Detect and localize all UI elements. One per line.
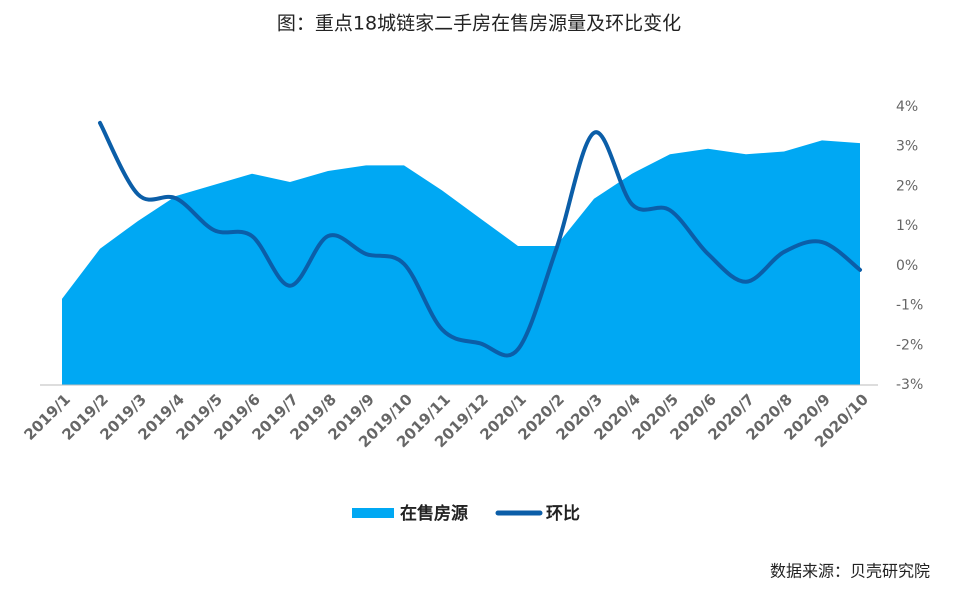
chart-title: 图：重点18城链家二手房在售房源量及环比变化 — [277, 13, 681, 35]
legend-label: 在售房源 — [400, 503, 468, 524]
legend-swatch — [352, 508, 394, 518]
legend-label: 环比 — [546, 503, 580, 524]
y2-tick-label: -1% — [896, 298, 923, 314]
y2-tick-label: -2% — [896, 337, 923, 353]
y2-tick-label: -3% — [896, 377, 923, 393]
y2-tick-label: 0% — [896, 258, 918, 274]
area — [62, 140, 860, 385]
source-note: 数据来源：贝壳研究院 — [770, 562, 930, 581]
y2-tick-label: 2% — [896, 178, 918, 194]
y2-tick-label: 1% — [896, 218, 918, 234]
line — [98, 120, 862, 358]
y2-tick-label: 3% — [896, 139, 918, 155]
y2-tick-label: 4% — [896, 99, 918, 115]
